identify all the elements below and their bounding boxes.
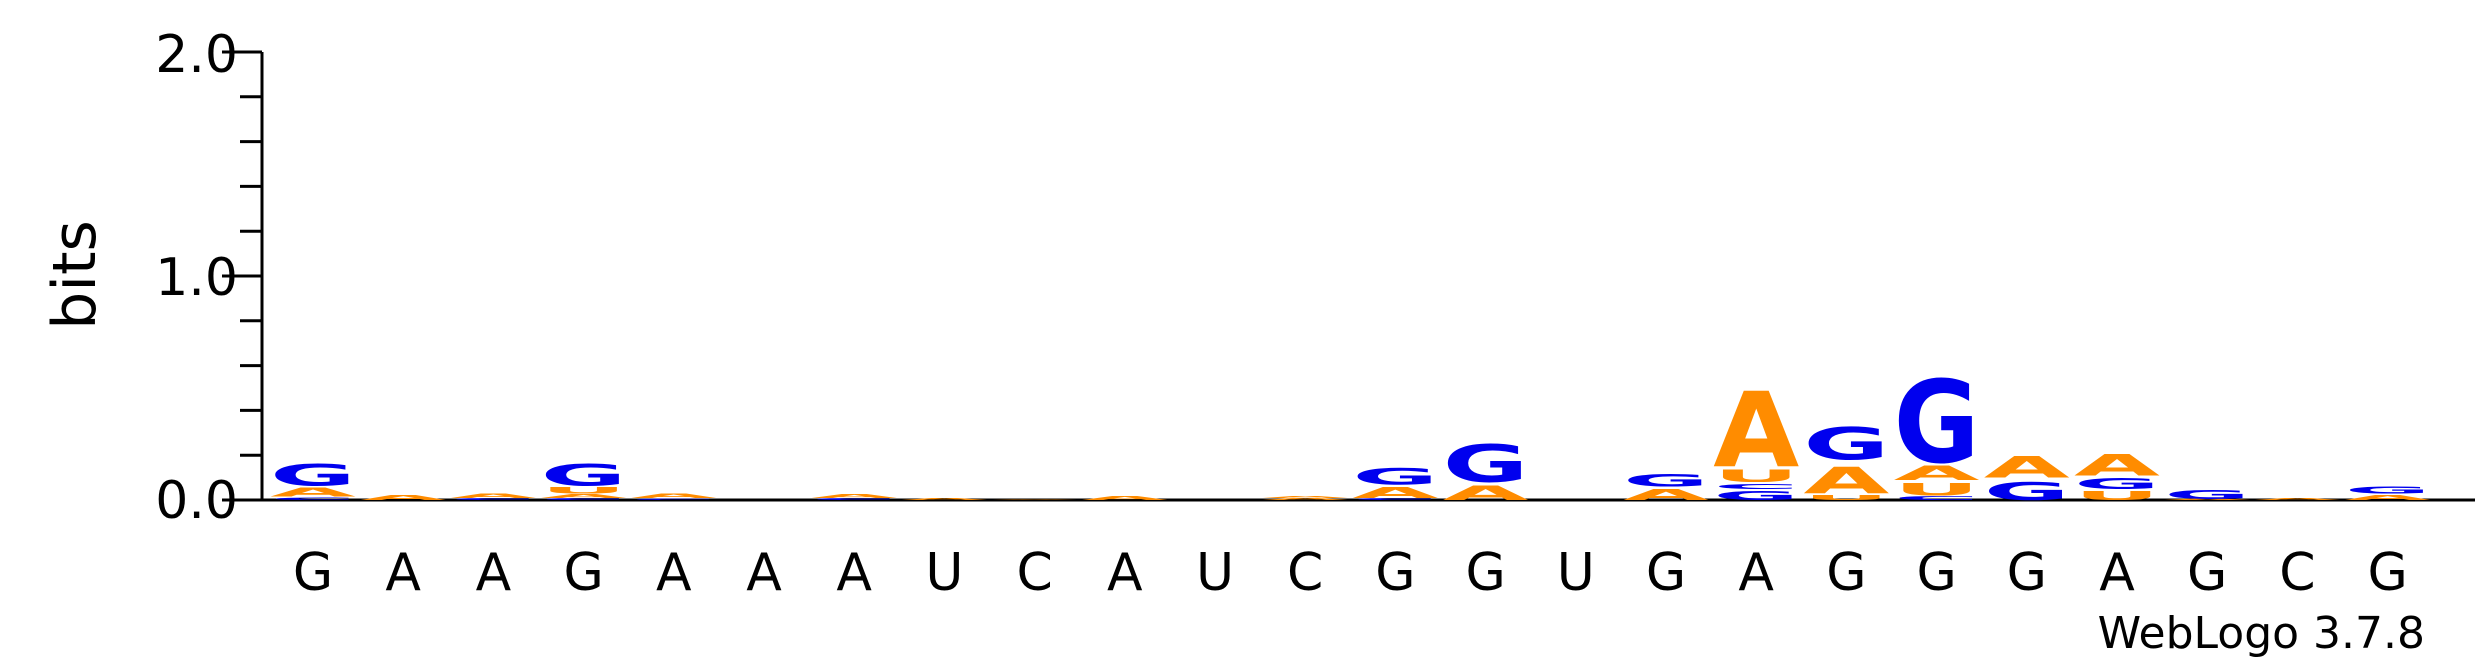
logo-letter-U: U <box>1894 480 1980 500</box>
logo-letter-G: G <box>2345 484 2431 495</box>
logo-letter-A: A <box>1894 462 1980 485</box>
y-tick-label-0: 0.0 <box>155 471 238 531</box>
logo-letter-G: G <box>1623 471 1709 491</box>
logo-letter-G: G <box>2074 475 2160 492</box>
logo-letter-A: A <box>1984 451 2070 485</box>
logo-letter-A: A <box>270 485 356 499</box>
logo-letter-G: G <box>1984 477 2070 506</box>
logo-letter-A: A <box>631 493 717 500</box>
x-label: G <box>1916 543 1956 603</box>
logo-letter-C: C <box>270 497 356 501</box>
logo-letter-A: A <box>2254 498 2340 501</box>
logo-letter-A: A <box>1082 495 1168 501</box>
logo-letter-C: C <box>631 498 717 500</box>
x-label: G <box>1646 543 1686 603</box>
logo-letter-C: C <box>1352 498 1438 501</box>
logo-letter-C: C <box>450 498 536 501</box>
logo-letter-U: U <box>2074 489 2160 503</box>
logo-letter-A: A <box>901 497 987 500</box>
logo-letter-A: A <box>360 493 446 502</box>
x-label: U <box>1557 543 1595 603</box>
x-label: C <box>1287 543 1323 603</box>
x-label: G <box>2187 543 2227 603</box>
x-label: A <box>476 543 512 603</box>
x-label: A <box>1107 543 1143 603</box>
y-axis-label: bits <box>40 220 110 330</box>
x-label: G <box>1375 543 1415 603</box>
logo-letter-A: A <box>450 492 536 499</box>
x-label: G <box>1465 543 1505 603</box>
logo-letter-C: C <box>541 498 627 501</box>
x-label: G <box>2367 543 2407 603</box>
logo-letter-G: G <box>2164 488 2250 502</box>
logo-letter-A: A <box>992 499 1078 500</box>
logo-letter-G: G <box>270 459 356 493</box>
logo-letter-U: U <box>541 485 627 495</box>
x-label: U <box>925 543 963 603</box>
logo-letter-G: G <box>1713 489 1799 503</box>
logo-letter-G: G <box>1803 418 1889 470</box>
x-label: U <box>1196 543 1234 603</box>
x-label: C <box>2279 543 2315 603</box>
logo-letter-G: G <box>541 459 627 493</box>
logo-letter-A: A <box>1803 459 1889 502</box>
x-label: A <box>836 543 872 603</box>
x-label: G <box>563 543 603 603</box>
logo-letter-A: A <box>1713 372 1799 491</box>
x-label: G <box>293 543 333 603</box>
logo-letter-C: C <box>811 498 897 501</box>
x-label: A <box>746 543 782 603</box>
logo-letter-A: A <box>541 493 627 499</box>
y-tick-label-1: 1.0 <box>155 248 238 308</box>
logo-letter-A: A <box>2074 449 2160 483</box>
logo-letter-G: G <box>1894 357 1980 489</box>
logo-letter-U: U <box>1803 493 1889 502</box>
x-label: C <box>1016 543 1052 603</box>
logo-letter-A: A <box>1443 482 1529 505</box>
x-label: G <box>2007 543 2047 603</box>
x-label: A <box>1738 543 1774 603</box>
logo-letter-A: A <box>1262 495 1348 498</box>
logo-letter-A: A <box>811 493 897 499</box>
logo-letter-A: A <box>1352 484 1438 501</box>
logo-letter-G: G <box>1352 464 1438 490</box>
logo-letter-U: U <box>1713 466 1799 486</box>
logo-letter-C: C <box>1894 495 1980 501</box>
x-label: A <box>385 543 421 603</box>
weblogo-watermark: WebLogo 3.7.8 <box>2098 608 2425 659</box>
logo-letter-A: A <box>1623 486 1709 503</box>
x-label: A <box>2099 543 2135 603</box>
x-label: A <box>656 543 692 603</box>
logo-letter-G: G <box>1443 435 1529 495</box>
y-axis: 0.0 1.0 2.0 bits <box>40 25 264 531</box>
logo-letter-A: A <box>2345 493 2431 502</box>
y-tick-label-2: 2.0 <box>155 25 238 85</box>
logo-letter-C: C <box>1713 482 1799 491</box>
y-ticks <box>222 50 262 502</box>
logo-letter-A: A <box>1262 498 1348 501</box>
x-label: G <box>1826 543 1866 603</box>
logo-letter-A: A <box>2164 499 2250 500</box>
